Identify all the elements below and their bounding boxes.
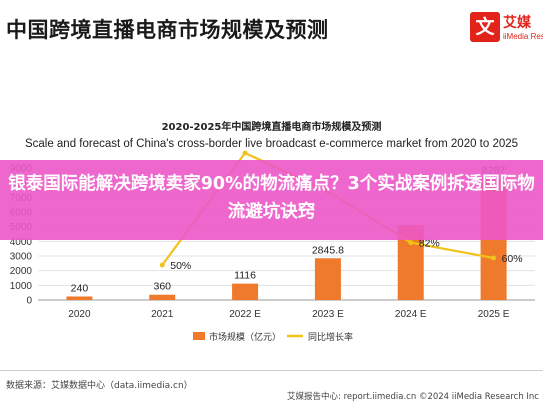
growth-point (491, 255, 497, 261)
x-tick-label: 2023 E (312, 309, 344, 320)
x-tick-label: 2021 (151, 309, 174, 320)
chart-title: 2020-2025年中国跨境直播电商市场规模及预测 (161, 122, 382, 133)
banner-headline[interactable]: 银泰国际能解决跨境卖家90%的物流痛点？3个实战案例拆透国际物流避坑诀窍 (8, 174, 535, 222)
growth-value-label: 50% (170, 260, 191, 272)
legend-label-line: 同比增长率 (308, 331, 353, 343)
legend-label-bar: 市场规模（亿元） (209, 331, 281, 343)
x-tick-label: 2020 (68, 309, 91, 320)
y-tick-label: 2000 (10, 266, 33, 277)
logo-subtitle: iiMedia Research (503, 32, 543, 41)
bar-value-label: 360 (153, 281, 171, 293)
logo-name: 艾媒 (503, 15, 531, 31)
bar-value-label: 2845.8 (312, 244, 344, 256)
y-tick-label: 1000 (10, 281, 33, 292)
bar (66, 296, 93, 300)
footer-source: 数据来源：艾媒数据中心（data.iimedia.cn） (6, 381, 193, 391)
growth-point (159, 262, 165, 268)
bar (314, 258, 341, 300)
bar (149, 294, 176, 300)
bar (232, 283, 259, 300)
promo-banner[interactable]: 银泰国际能解决跨境卖家90%的物流痛点？3个实战案例拆透国际物流避坑诀窍 (0, 160, 543, 240)
legend-swatch-bar (193, 332, 205, 340)
footer-divider (0, 370, 543, 371)
bar-value-label: 240 (71, 282, 89, 294)
brand-logo: 文 艾媒 iiMedia Research (470, 12, 543, 50)
chart-subtitle: Scale and forecast of China's cross-bord… (24, 138, 519, 150)
y-tick-label: 3000 (10, 252, 33, 263)
growth-value-label: 82% (419, 238, 440, 250)
x-tick-label: 2024 E (395, 309, 427, 320)
footer-report: 艾媒报告中心: report.iimedia.cn ©2024 iiMedia … (287, 392, 539, 402)
y-tick-label: 0 (26, 296, 32, 307)
growth-point (408, 240, 414, 246)
growth-point (242, 150, 248, 156)
page-title: 中国跨境直播电商市场规模及预测 (6, 18, 329, 42)
x-tick-label: 2025 E (478, 309, 510, 320)
y-tick-label: 4000 (10, 237, 33, 248)
x-tick-label: 2022 E (229, 309, 261, 320)
bar-value-label: 1116 (234, 270, 256, 282)
logo-mark: 文 (470, 12, 500, 42)
growth-value-label: 60% (502, 253, 523, 265)
